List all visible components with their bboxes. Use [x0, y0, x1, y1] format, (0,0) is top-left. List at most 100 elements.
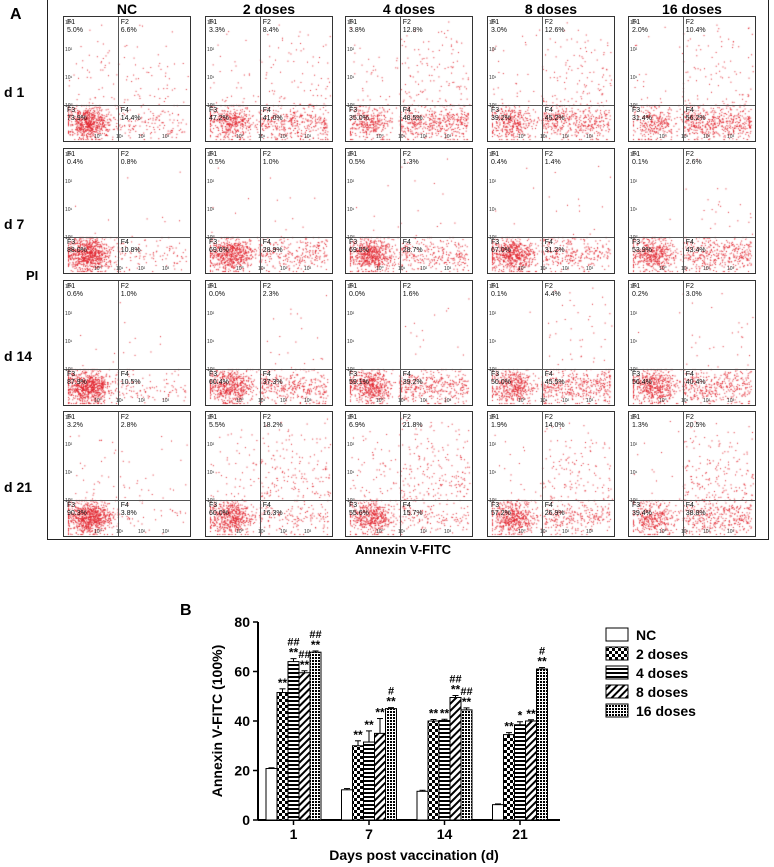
- quadrant-label-f2: F2 3.0%: [686, 283, 702, 299]
- flow-dot-cloud: [488, 412, 614, 536]
- x-tick-label: 10²: [138, 529, 146, 535]
- quadrant-percent: 21.8%: [402, 422, 423, 429]
- x-tick-label: 10¹: [398, 266, 406, 272]
- x-tick-label: 10⁰: [659, 529, 667, 535]
- x-tick-label: 10⁰: [236, 529, 244, 535]
- quadrant-percent: 15.7%: [402, 510, 423, 518]
- quadrant-percent: 20.5%: [685, 422, 706, 429]
- legend-label: 16 doses: [636, 703, 696, 719]
- quadrant-label-f4: F4 45.2%: [545, 107, 565, 123]
- quadrant-name: F4: [402, 107, 411, 115]
- quadrant-name: F1: [67, 414, 76, 421]
- quadrant-name: F3: [632, 107, 641, 115]
- x-tick-label: 10²: [420, 398, 428, 404]
- x-tick-label: 10⁰: [236, 266, 244, 272]
- y-tick-label: 10²: [489, 442, 497, 448]
- bar-8-doses-d21: [525, 720, 537, 821]
- quadrant-divider-horizontal: [64, 369, 190, 371]
- quadrant-percent: 5.0%: [67, 27, 83, 34]
- panel-b-letter: B: [180, 602, 192, 619]
- quadrant-label-f3: F3 55.6%: [349, 502, 369, 518]
- significance-mark-secondary: ##: [449, 674, 461, 686]
- x-tick-label: 10¹: [116, 529, 124, 535]
- flow-plot-r3-c1: 10³ 10² 10¹ 10⁰ 10⁰ 10¹ 10² 10³ F1 0.6% F2 1.0% F3 87…: [63, 280, 191, 406]
- y-tick-label: 10⁰: [207, 235, 215, 241]
- quadrant-label-f4: F4 40.4%: [686, 371, 706, 387]
- x-tick-label: 10¹: [681, 398, 689, 404]
- quadrant-name: F3: [349, 107, 358, 115]
- flow-plot-r3-c4: 10³ 10² 10¹ 10⁰ 10⁰ 10¹ 10² 10³ F1 0.1% F2 4.4% F3 50…: [487, 280, 615, 406]
- quadrant-divider-horizontal: [629, 237, 755, 239]
- y-tick-label: 10²: [65, 311, 73, 317]
- quadrant-name: F2: [402, 151, 411, 158]
- quadrant-percent: 26.9%: [544, 510, 565, 518]
- quadrant-percent: 0.8%: [120, 159, 137, 166]
- quadrant-name: F4: [120, 107, 129, 115]
- flow-dot-cloud: [64, 281, 190, 405]
- x-tick-label: 10¹: [398, 529, 406, 535]
- x-tick-label: 10³: [444, 266, 452, 272]
- quadrant-label-f3: F3 69.6%: [209, 239, 229, 255]
- quadrant-percent: 28.7%: [402, 247, 423, 255]
- quadrant-divider-horizontal: [206, 369, 332, 371]
- quadrant-label-f3: F3 31.4%: [632, 107, 652, 123]
- quadrant-name: F4: [544, 107, 553, 115]
- y-tick-label: 10¹: [630, 470, 638, 476]
- quadrant-name: F4: [544, 502, 553, 510]
- x-tick-label: 10²: [138, 134, 146, 140]
- quadrant-label-f1: F1 3.2%: [67, 414, 83, 430]
- quadrant-percent: 48.5%: [402, 115, 423, 123]
- y-tick-label: 10¹: [489, 207, 497, 213]
- quadrant-label-f4: F4 16.3%: [263, 502, 283, 518]
- y-tick-label: 10¹: [347, 75, 355, 81]
- quadrant-name: F4: [262, 502, 271, 510]
- y-tick-label: 10³: [630, 152, 638, 158]
- quadrant-percent: 28.9%: [262, 247, 283, 255]
- quadrant-label-f4: F4 10.5%: [121, 371, 141, 387]
- x-tick-label: 10¹: [258, 398, 266, 404]
- quadrant-name: F2: [262, 414, 271, 421]
- quadrant-name: F3: [491, 371, 500, 379]
- y-tick-label: 10¹: [65, 339, 73, 345]
- quadrant-name: F3: [349, 239, 358, 247]
- x-tick-label: 10³: [727, 266, 735, 272]
- x-tick-label: 10¹: [116, 398, 124, 404]
- x-tick-label: 10²: [280, 134, 288, 140]
- x-tick-label: 10³: [304, 529, 312, 535]
- y-tick-label: 10³: [489, 20, 497, 26]
- y-tick-label: 10⁰: [207, 498, 215, 504]
- quadrant-percent: 2.6%: [685, 159, 702, 166]
- flow-plot-r2-c4: 10³ 10² 10¹ 10⁰ 10⁰ 10¹ 10² 10³ F1 0.4% F2 1.4% F3 67…: [487, 148, 615, 274]
- quadrant-divider-vertical: [259, 412, 261, 536]
- quadrant-name: F1: [491, 19, 500, 26]
- y-tick-label: 10³: [207, 152, 215, 158]
- quadrant-name: F1: [67, 151, 76, 158]
- quadrant-percent: 2.0%: [632, 27, 648, 34]
- quadrant-percent: 2.3%: [262, 291, 279, 298]
- bar-8-doses-d7: [374, 732, 386, 821]
- quadrant-name: F1: [632, 19, 641, 26]
- quadrant-label-f3: F3 56.4%: [632, 371, 652, 387]
- quadrant-percent: 39.4%: [632, 510, 652, 518]
- x-tick-label: 10⁰: [94, 134, 102, 140]
- quadrant-divider-vertical: [259, 149, 261, 273]
- quadrant-label-f2: F2 12.6%: [545, 19, 565, 35]
- quadrant-label-f3: F3 73.9%: [67, 107, 87, 123]
- quadrant-label-f4: F4 10.8%: [121, 239, 141, 255]
- bar-16-doses-d21: [536, 668, 548, 821]
- x-tick-label: 10⁰: [518, 134, 526, 140]
- y-tick-label: 10²: [630, 311, 638, 317]
- flow-plot-r2-c2: 10³ 10² 10¹ 10⁰ 10⁰ 10¹ 10² 10³ F1 0.5% F2 1.0% F3 69…: [205, 148, 333, 274]
- y-axis-title: Annexin V-FITC (100%): [209, 645, 225, 797]
- quadrant-name: F3: [67, 239, 76, 247]
- y-tick-label: 10⁰: [630, 235, 638, 241]
- quadrant-divider-vertical: [399, 412, 401, 536]
- flow-plot-r4-c1: 10³ 10² 10¹ 10⁰ 10⁰ 10¹ 10² 10³ F1 3.2% F2 2.8% F3 90…: [63, 411, 191, 537]
- quadrant-percent: 5.5%: [209, 422, 225, 429]
- quadrant-name: F1: [491, 414, 500, 421]
- quadrant-label-f3: F3 53.9%: [632, 239, 652, 255]
- quadrant-label-f4: F4 14.4%: [121, 107, 141, 123]
- significance-mark: **: [440, 706, 450, 720]
- quadrant-percent: 3.8%: [349, 27, 365, 34]
- flow-dot-cloud: [346, 17, 472, 141]
